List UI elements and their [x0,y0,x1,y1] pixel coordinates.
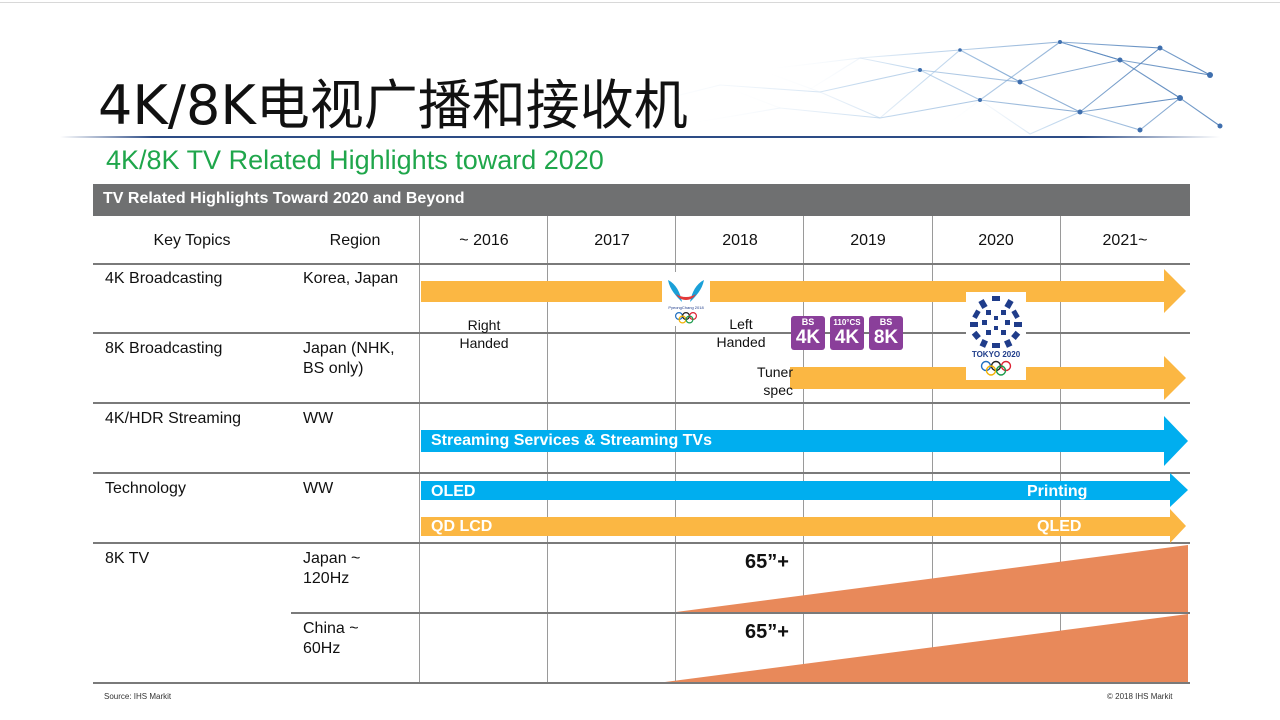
tokyo-2020-logo: TOKYO 2020 [966,292,1026,380]
row-region: WW [303,480,334,497]
copyright-note: © 2018 IHS Markit [1107,692,1173,701]
table-banner: TV Related Highlights Toward 2020 and Be… [93,184,1190,216]
row-topic: 8K Broadcasting [105,340,223,357]
row-topic: 4K/HDR Streaming [105,410,242,427]
streaming-label: Streaming Services & Streaming TVs [431,432,712,449]
4k-broadcasting-arrow [421,269,1186,313]
row-topic: Technology [105,480,186,497]
china-8k-tv-wedge [665,614,1188,682]
table-banner-label: TV Related Highlights Toward 2020 and Be… [103,190,465,207]
row-region: Japan ~ 120Hz [303,550,361,587]
row-topic: 4K Broadcasting [105,270,223,287]
network-mesh-graphic [619,40,1223,135]
grid-line [419,216,420,684]
row-topic: 8K TV [105,550,150,567]
column-header-year: 2021~ [1102,232,1148,249]
bs-8k-badge: BS 8K [869,316,903,350]
column-header-year: ~ 2016 [459,232,509,249]
japan-size-label: 65”+ [745,551,789,573]
printing-label: Printing [1027,483,1088,500]
qd-lcd-label: QD LCD [431,518,493,535]
row-region: China ~ 60Hz [303,620,359,657]
tokyo-2020-emblem-icon: TOKYO 2020 [970,296,1022,376]
note-left-handed: Left Handed [716,316,766,350]
china-size-label: 65”+ [745,621,789,643]
page-subtitle: 4K/8K TV Related Highlights toward 2020 [106,145,604,175]
row-divider [93,263,1190,265]
column-header-year: 2019 [850,232,886,249]
row-region: Korea, Japan [303,270,399,287]
row-divider [291,612,1190,614]
japan-8k-tv-wedge [676,545,1188,612]
column-header-year: 2017 [594,232,630,249]
pyeongchang-logo: PyeongChang 2018 [662,272,710,326]
column-header-region: Region [329,232,381,249]
qled-label: QLED [1037,518,1082,535]
oled-label: OLED [431,483,476,500]
title-underline [60,136,1220,138]
svg-text:PyeongChang 2018: PyeongChang 2018 [668,305,704,310]
row-divider [93,402,1190,404]
note-tuner-spec: Tuner spec [756,364,793,398]
page-title: 4K/8K电视广播和接收机 [98,74,688,137]
note-right-handed: Right Handed [459,317,509,351]
top-border [0,2,1280,3]
svg-text:TOKYO 2020: TOKYO 2020 [972,350,1021,359]
column-header-year: 2020 [978,232,1014,249]
bs-4k-badge: BS 4K [791,316,825,350]
row-region: Japan (NHK, BS only) [303,340,395,377]
row-divider [93,542,1190,544]
column-header-key-topics: Key Topics [153,232,231,249]
oled-arrow [421,473,1188,507]
qd-lcd-arrow [421,509,1186,543]
row-divider [93,332,1190,334]
row-divider [93,682,1190,684]
row-region: WW [303,410,334,427]
cs-4k-badge: 110°CS 4K [830,316,864,350]
pyeongchang-emblem-icon: PyeongChang 2018 [668,280,704,324]
row-divider [93,472,1190,474]
streaming-arrow [421,416,1188,466]
source-note: Source: IHS Markit [104,692,172,701]
column-header-year: 2018 [722,232,758,249]
